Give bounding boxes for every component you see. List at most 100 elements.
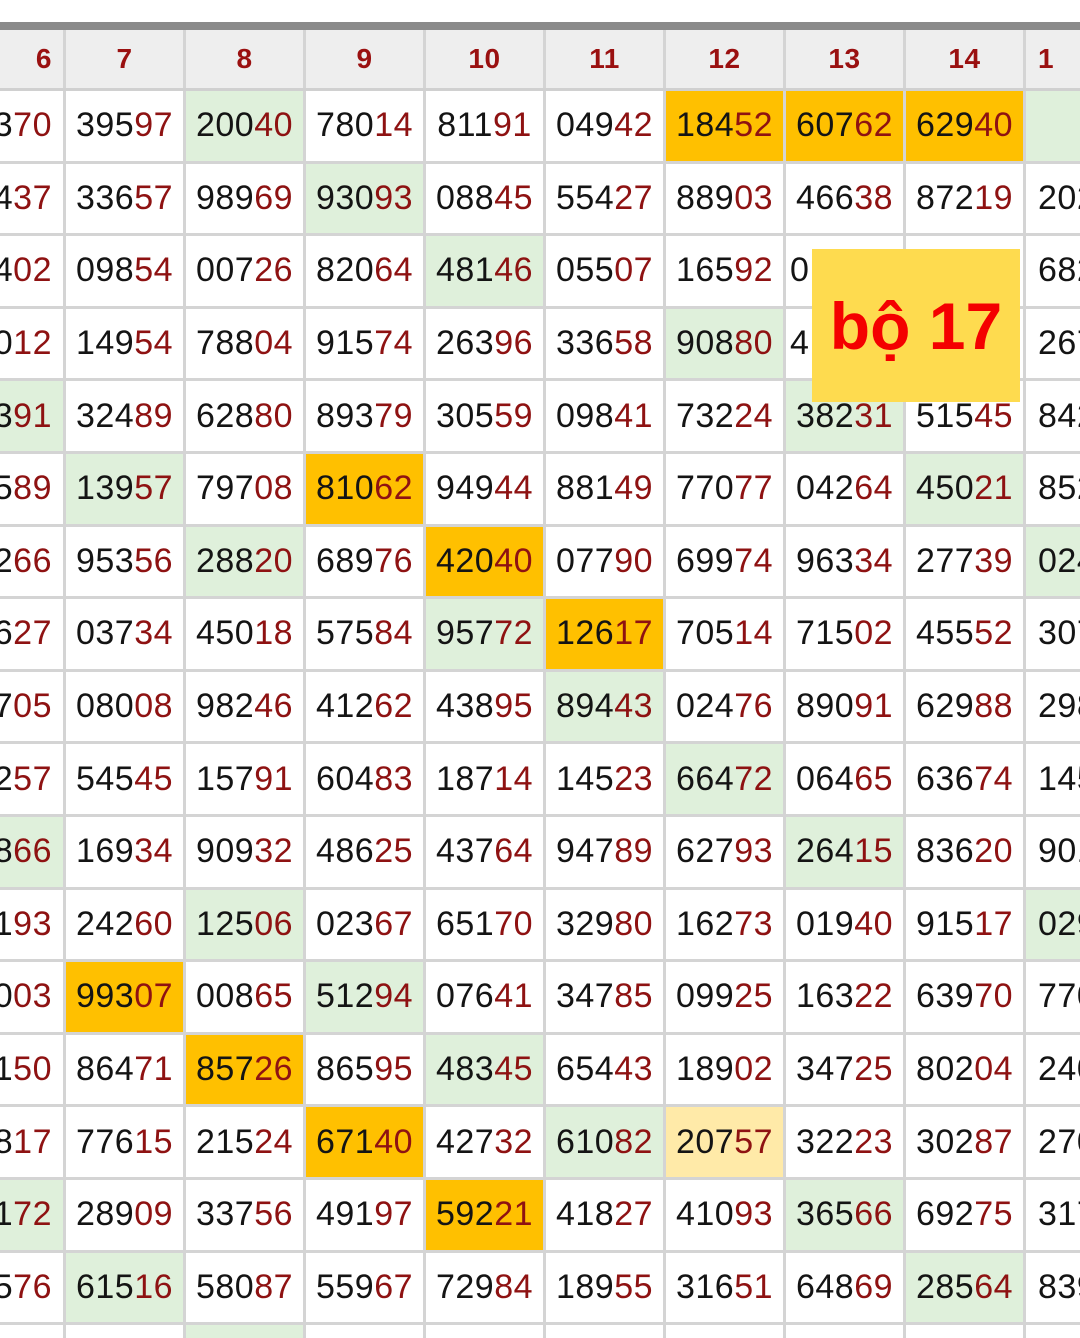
number-tail: 03 (734, 178, 774, 217)
result-cell: 437 (0, 163, 66, 237)
result-cell: 481 46 (426, 236, 546, 309)
result-cell: 347 25 (786, 1034, 906, 1108)
result-cell: 410 93 (666, 1180, 786, 1253)
number-tail: 06 (254, 904, 294, 943)
result-cell: 664 72 (666, 744, 786, 817)
result-cell: 607 62 (786, 91, 906, 164)
number-tail: 95 (374, 1050, 414, 1089)
table-row: 1722890933756491975922141827410933656669… (0, 1180, 1080, 1253)
number-head: 554 (555, 178, 615, 217)
result-cell: 145 (1026, 744, 1080, 817)
result-cell: 003 (0, 962, 66, 1035)
number-tail: 43 (614, 1050, 654, 1089)
number-head: 881 (555, 469, 615, 508)
number-tail: 58 (614, 324, 654, 363)
result-cell: 037 34 (66, 599, 186, 672)
number-tail: 26 (254, 251, 294, 290)
result-cell: 639 70 (906, 962, 1026, 1035)
result-cell: 139 57 (66, 454, 186, 527)
result-cell: 575 84 (306, 599, 426, 672)
result-cell: 963 34 (786, 526, 906, 600)
number-tail: 70 (974, 977, 1014, 1016)
number-head: 4 (790, 324, 810, 363)
number-tail: 57 (734, 1122, 774, 1161)
number-tail: 50 (13, 1050, 52, 1089)
number-head: 382 (795, 396, 855, 435)
result-cell: 336 57 (66, 163, 186, 237)
result-cell: 055 07 (546, 236, 666, 309)
number-head: 1 (0, 905, 13, 944)
set-label-overlay: bộ 17 (812, 249, 1020, 402)
result-cell: 302 87 (906, 1107, 1026, 1180)
number-head: 481 (435, 251, 495, 290)
result-cell: 207 57 (666, 1107, 786, 1180)
number-tail: 69 (254, 178, 294, 217)
table-row: 3913248962880893793055909841732243823151… (0, 381, 1080, 454)
result-cell: 957 72 (426, 599, 546, 672)
number-tail: 03 (13, 977, 52, 1016)
number-tail: 72 (734, 759, 774, 798)
column-header[interactable]: 10 (426, 30, 546, 88)
number-head: 336 (75, 178, 135, 217)
number-tail: 75 (974, 1195, 1014, 1234)
number-head: 615 (75, 1267, 135, 1306)
number-tail: 46 (494, 251, 534, 290)
number-tail: 76 (374, 541, 414, 580)
number-tail: 16 (134, 1267, 174, 1306)
result-cell: 604 83 (306, 744, 426, 817)
column-header[interactable]: 1 (1038, 43, 1055, 74)
number-head: 455 (915, 614, 975, 653)
result-cell: 466 38 (786, 163, 906, 237)
result-cell: 450 18 (186, 599, 306, 672)
table-row: 5891395779708810629494488149770770426445… (0, 454, 1080, 527)
result-cell: 172 (0, 1180, 66, 1253)
number-head: 857 (195, 1050, 255, 1089)
number-tail: 95 (494, 687, 534, 726)
result-cell: 316 51 (666, 1252, 786, 1326)
result-cell: 007 26 (186, 236, 306, 309)
table-row: 5766151658087559677298418955316516486928… (0, 1252, 1080, 1326)
number-tail: 79 (374, 396, 414, 435)
number-head: 1 (0, 1050, 13, 1089)
result-cell: 839 (1026, 1253, 1080, 1326)
number-tail: 08 (254, 469, 294, 508)
result-cell: 648 69 (786, 1252, 906, 1326)
column-header[interactable]: 11 (546, 30, 666, 88)
number-head: 3 (0, 397, 13, 436)
number-tail: 07 (614, 251, 654, 290)
number-head: 770 (675, 469, 735, 508)
number-head: 890 (795, 687, 855, 726)
result-cell (426, 1325, 546, 1338)
result-cell: 064 65 (786, 744, 906, 817)
column-header[interactable]: 8 (186, 30, 306, 88)
number-tail: 14 (374, 106, 414, 145)
result-cell: 391 (0, 381, 66, 454)
column-header[interactable]: 6 (0, 30, 66, 88)
result-cell: 989 69 (186, 163, 306, 237)
number-head: 200 (195, 106, 255, 145)
result-cell: 270 (1026, 1107, 1080, 1180)
result-cell: 780 14 (306, 91, 426, 164)
number-head: 049 (555, 106, 615, 145)
result-cell: 559 67 (306, 1252, 426, 1326)
number-head: 438 (435, 687, 495, 726)
number-head: 240 (1038, 1050, 1080, 1089)
number-head: 788 (195, 324, 255, 363)
number-head: 7 (0, 687, 13, 726)
result-cell: 864 71 (66, 1034, 186, 1108)
table-row: 1508647185726865954834565443189023472580… (0, 1034, 1080, 1108)
column-header[interactable]: 13 (786, 30, 906, 88)
result-cell: 627 (0, 599, 66, 672)
result-cell: 150 (0, 1034, 66, 1108)
result-cell: 187 14 (426, 744, 546, 817)
column-header[interactable]: 7 (66, 30, 186, 88)
number-head: 264 (795, 832, 855, 871)
column-header[interactable]: 12 (666, 30, 786, 88)
result-cell: 953 56 (66, 526, 186, 600)
number-head: 029 (1038, 904, 1080, 943)
column-header[interactable]: 14 (906, 30, 1026, 88)
column-header[interactable]: 9 (306, 30, 426, 88)
number-tail: 55 (614, 1267, 654, 1306)
number-tail: 14 (734, 614, 774, 653)
number-head: 865 (315, 1050, 375, 1089)
